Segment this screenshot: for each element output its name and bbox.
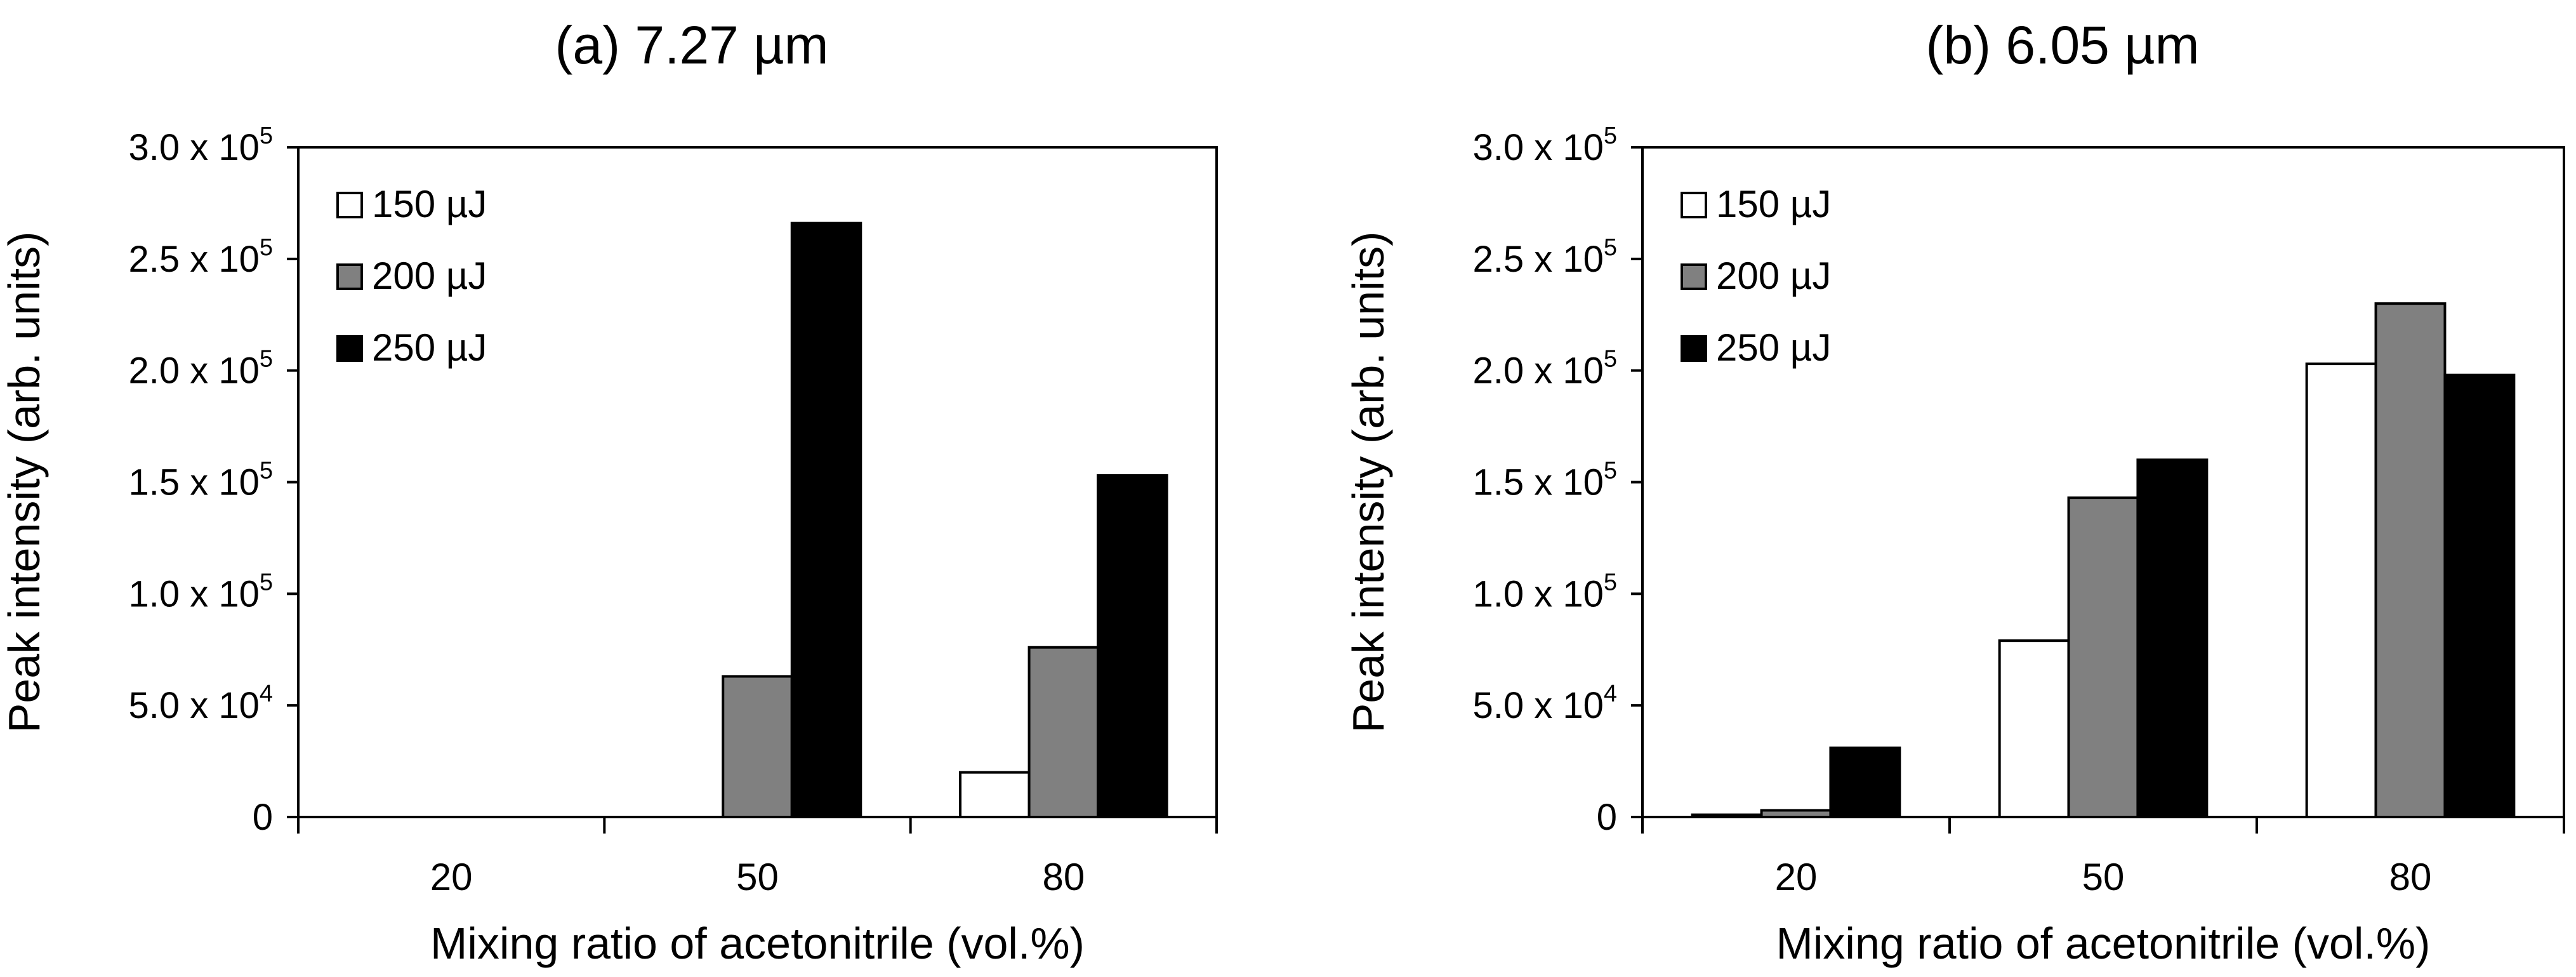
x-axis-label: Mixing ratio of acetonitrile (vol.%) (1776, 919, 2431, 968)
x-category-label: 80 (1042, 856, 1085, 898)
bar-150uj-80 (2305, 362, 2377, 818)
y-tick-mantissa: 1.5 x 10 (1472, 462, 1603, 503)
y-tick-label: 1.5 x 105 (128, 458, 273, 503)
x-category-label: 50 (2082, 856, 2125, 898)
legend-label: 150 µJ (1716, 183, 1831, 225)
y-tick-mantissa: 1.0 x 10 (1472, 573, 1603, 615)
x-category-label: 20 (430, 856, 473, 898)
bar-250uj-80 (2443, 373, 2516, 818)
bar-200uj-20 (1760, 809, 1832, 818)
y-tick-exponent: 5 (1604, 234, 1617, 261)
bar-250uj-20 (1829, 746, 1901, 818)
y-tick-label: 0 (253, 797, 273, 838)
y-axis-label: Peak intensity (arb. units) (0, 232, 49, 733)
bar-250uj-50 (790, 222, 862, 819)
legend-swatch (336, 192, 363, 218)
legend-label: 250 µJ (1716, 326, 1831, 369)
legend-label: 200 µJ (372, 255, 487, 297)
legend-label: 200 µJ (1716, 255, 1831, 297)
x-category-label: 20 (1775, 856, 1818, 898)
y-tick-label: 1.0 x 105 (128, 569, 273, 615)
y-tick-label: 5.0 x 104 (1472, 681, 1617, 726)
y-tick-mantissa: 0 (253, 797, 273, 838)
y-tick-exponent: 5 (260, 458, 273, 484)
y-tick-mantissa: 5.0 x 10 (1472, 685, 1603, 726)
chart-title: (a) 7.27 µm (555, 15, 828, 75)
y-tick-label: 5.0 x 104 (128, 681, 273, 726)
bar-150uj-50 (1998, 639, 2070, 819)
legend-label: 250 µJ (372, 326, 487, 369)
y-tick-mantissa: 1.0 x 10 (128, 573, 259, 615)
bar-250uj-80 (1097, 474, 1168, 818)
y-tick-mantissa: 2.5 x 10 (1472, 239, 1603, 280)
bar-200uj-50 (722, 675, 793, 818)
y-tick-label: 1.5 x 105 (1472, 458, 1617, 503)
y-tick-exponent: 5 (260, 123, 273, 149)
y-tick-exponent: 5 (260, 346, 273, 373)
chart-title: (b) 6.05 µm (1925, 15, 2199, 75)
legend-label: 150 µJ (372, 183, 487, 225)
y-tick-label: 2.0 x 105 (1472, 346, 1617, 392)
y-tick-label: 3.0 x 105 (1472, 123, 1617, 168)
y-tick-mantissa: 5.0 x 10 (128, 685, 259, 726)
bar-150uj-20 (1691, 813, 1763, 818)
y-tick-mantissa: 0 (1597, 797, 1617, 838)
y-axis-label: Peak intensity (arb. units) (1344, 232, 1393, 733)
y-tick-label: 2.0 x 105 (128, 346, 273, 392)
bar-250uj-50 (2136, 458, 2209, 818)
y-tick-label: 2.5 x 105 (128, 234, 273, 280)
legend-swatch (1681, 335, 1707, 362)
y-tick-mantissa: 2.0 x 10 (128, 350, 259, 392)
y-tick-exponent: 4 (1604, 681, 1617, 707)
bar-200uj-80 (2374, 302, 2447, 818)
bar-200uj-50 (2067, 496, 2139, 818)
x-axis-label: Mixing ratio of acetonitrile (vol.%) (430, 919, 1085, 968)
x-category-label: 50 (736, 856, 779, 898)
x-category-label: 80 (2389, 856, 2432, 898)
y-tick-mantissa: 3.0 x 10 (128, 127, 259, 168)
bar-200uj-80 (1027, 646, 1100, 818)
y-tick-exponent: 5 (1604, 346, 1617, 373)
y-tick-mantissa: 3.0 x 10 (1472, 127, 1603, 168)
y-tick-exponent: 5 (1604, 458, 1617, 484)
y-tick-exponent: 5 (260, 569, 273, 595)
legend-swatch (1681, 263, 1707, 290)
y-tick-mantissa: 2.5 x 10 (128, 239, 259, 280)
y-tick-label: 0 (1597, 797, 1617, 838)
y-tick-label: 1.0 x 105 (1472, 569, 1617, 615)
y-tick-exponent: 4 (260, 681, 273, 707)
y-tick-mantissa: 1.5 x 10 (128, 462, 259, 503)
bar-150uj-80 (959, 771, 1031, 818)
y-tick-mantissa: 2.0 x 10 (1472, 350, 1603, 392)
legend-swatch (336, 263, 363, 290)
legend-swatch (1681, 192, 1707, 218)
y-tick-label: 2.5 x 105 (1472, 234, 1617, 280)
y-tick-label: 3.0 x 105 (128, 123, 273, 168)
y-tick-exponent: 5 (1604, 569, 1617, 595)
y-tick-exponent: 5 (1604, 123, 1617, 149)
y-tick-exponent: 5 (260, 234, 273, 261)
legend-swatch (336, 335, 363, 362)
